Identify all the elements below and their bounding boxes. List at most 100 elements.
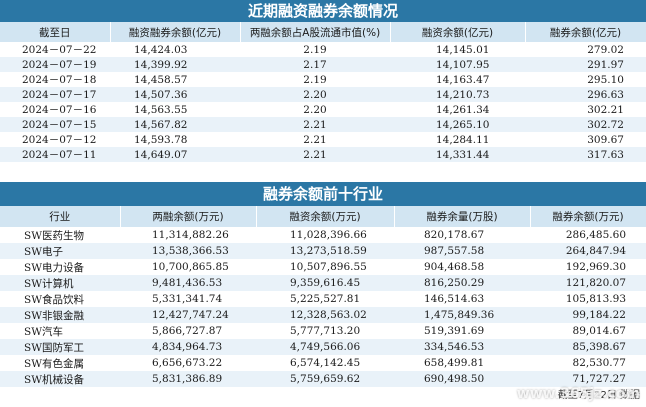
table-cell: 146,514.63 xyxy=(394,291,530,307)
table-cell: 5,777,713.20 xyxy=(256,323,394,339)
table-cell: 302.72 xyxy=(525,117,646,132)
table-cell: 14,107.95 xyxy=(390,57,525,72)
table-cell: 14,261.34 xyxy=(390,102,525,117)
table-cell: 2024－07－19 xyxy=(0,57,110,72)
section-title-margin-balance: 近期融资融券余额情况 xyxy=(0,0,646,22)
table-cell: SW非银金融 xyxy=(0,307,120,323)
table-cell: 105,813.93 xyxy=(530,291,646,307)
table-cell: 2024－07－17 xyxy=(0,87,110,102)
table-row: SW有色金属 6,656,673.22 6,574,142.45 658,499.81… xyxy=(0,355,646,371)
table-cell: 2.20 xyxy=(240,87,390,102)
table-cell: 291.97 xyxy=(525,57,646,72)
table-cell: 121,820.07 xyxy=(530,275,646,291)
table-cell: 12,427,747.24 xyxy=(120,307,256,323)
table-cell: 6,656,673.22 xyxy=(120,355,256,371)
table-cell: 71,727.27 xyxy=(530,371,646,387)
table-cell: SW医药生物 xyxy=(0,227,120,243)
table-cell: SW有色金属 xyxy=(0,355,120,371)
table-cell: 14,145.01 xyxy=(390,42,525,57)
table-cell: 14,424.03 xyxy=(110,42,240,57)
table-cell: 5,225,527.81 xyxy=(256,291,394,307)
column-header: 截至日 xyxy=(0,22,111,42)
table-cell: 2.21 xyxy=(240,147,390,162)
table-row: 2024－07－18 14,458.57 2.19 14,163.47 295.10 xyxy=(0,72,646,87)
table-cell: 2.19 xyxy=(240,42,390,57)
table-header-row: 行业 两融余额(万元) 融资余额(万元) 融券余量(万股) 融券余额(万元) xyxy=(0,206,646,227)
table-cell: 2.17 xyxy=(240,57,390,72)
table-cell: SW食品饮料 xyxy=(0,291,120,307)
data-source-note: 截至7月22日 数据 xyxy=(557,390,640,401)
margin-balance-table: 截至日 融资融券余额(亿元) 两融余额占A股流通市值(%) 融资余额(亿元) 融券余额(… xyxy=(0,22,646,162)
table-cell: 14,649.07 xyxy=(110,147,240,162)
table-cell: SW电子 xyxy=(0,243,120,259)
table-cell: 279.02 xyxy=(525,42,646,57)
table-cell: 10,700,865.85 xyxy=(120,259,256,275)
table-cell: 14,163.47 xyxy=(390,72,525,87)
table-cell: 5,866,727.87 xyxy=(120,323,256,339)
table-row: SW医药生物 11,314,882.26 11,028,396.66 820,178.… xyxy=(0,227,646,243)
table-cell: 4,749,566.06 xyxy=(256,339,394,355)
table-cell: 309.67 xyxy=(525,132,646,147)
table-row: 2024－07－11 14,649.07 2.21 14,331.44 317.63 xyxy=(0,147,646,162)
table-row: 2024－07－19 14,399.92 2.17 14,107.95 291.97 xyxy=(0,57,646,72)
table-cell: 14,331.44 xyxy=(390,147,525,162)
table-cell: 904,468.58 xyxy=(394,259,530,275)
table-cell: 13,273,518.59 xyxy=(256,243,394,259)
table-cell: 14,210.73 xyxy=(390,87,525,102)
table-cell: 2.20 xyxy=(240,102,390,117)
column-header: 融资余额(万元) xyxy=(256,206,395,227)
table-cell: 14,265.10 xyxy=(390,117,525,132)
table-cell: 4,834,964.73 xyxy=(120,339,256,355)
table-header-row: 截至日 融资融券余额(亿元) 两融余额占A股流通市值(%) 融资余额(亿元) 融券余额(… xyxy=(0,22,646,42)
table-cell: 519,391.69 xyxy=(394,323,530,339)
table-cell: 286,485.60 xyxy=(530,227,646,243)
table-row: SW电力设备 10,700,865.85 10,507,896.55 904,468.… xyxy=(0,259,646,275)
table-row: SW非银金融 12,427,747.24 12,328,563.02 1,475,84… xyxy=(0,307,646,323)
table-row: 2024－07－15 14,567.82 2.21 14,265.10 302.72 xyxy=(0,117,646,132)
table-cell: 296.63 xyxy=(525,87,646,102)
table-cell: 82,530.77 xyxy=(530,355,646,371)
table-cell: 5,331,341.74 xyxy=(120,291,256,307)
table-cell: 302.21 xyxy=(525,102,646,117)
table-cell: 690,498.50 xyxy=(394,371,530,387)
table-cell: 5,831,386.89 xyxy=(120,371,256,387)
table-cell: SW汽车 xyxy=(0,323,120,339)
site-watermark: www.365jz.com xyxy=(516,386,640,402)
table-cell: 89,014.67 xyxy=(530,323,646,339)
table-row: 2024－07－12 14,593.78 2.21 14,284.11 309.67 xyxy=(0,132,646,147)
table-cell: 2024－07－15 xyxy=(0,117,110,132)
table-row: SW食品饮料 5,331,341.74 5,225,527.81 146,514.63… xyxy=(0,291,646,307)
table-cell: SW机械设备 xyxy=(0,371,120,387)
table-cell: 10,507,896.55 xyxy=(256,259,394,275)
table-row: SW国防军工 4,834,964.73 4,749,566.06 334,546.53… xyxy=(0,339,646,355)
table-cell: 14,458.57 xyxy=(110,72,240,87)
table-cell: 14,284.11 xyxy=(390,132,525,147)
column-header: 融资融券余额(亿元) xyxy=(110,22,241,42)
table-cell: 9,359,616.45 xyxy=(256,275,394,291)
top-industries-table: 行业 两融余额(万元) 融资余额(万元) 融券余量(万股) 融券余额(万元) SW医药生… xyxy=(0,206,646,387)
table-cell: 5,759,659.62 xyxy=(256,371,394,387)
section-title-top-industries: 融券余额前十行业 xyxy=(0,182,646,206)
table-cell: 9,481,436.53 xyxy=(120,275,256,291)
table-cell: 13,538,366.53 xyxy=(120,243,256,259)
table-row: SW电子 13,538,366.53 13,273,518.59 987,557.58… xyxy=(0,243,646,259)
table-row: 2024－07－22 14,424.03 2.19 14,145.01 279.02 xyxy=(0,42,646,57)
table-cell: 2024－07－11 xyxy=(0,147,110,162)
table-cell: 2024－07－22 xyxy=(0,42,110,57)
table-cell: 820,178.67 xyxy=(394,227,530,243)
table-cell: 2.21 xyxy=(240,132,390,147)
column-header: 两融余额(万元) xyxy=(120,206,257,227)
table-cell: 14,507.36 xyxy=(110,87,240,102)
table-row: SW机械设备 5,831,386.89 5,759,659.62 690,498.50… xyxy=(0,371,646,387)
table-row: SW汽车 5,866,727.87 5,777,713.20 519,391.69 89… xyxy=(0,323,646,339)
table-cell: 11,028,396.66 xyxy=(256,227,394,243)
table-cell: 295.10 xyxy=(525,72,646,87)
table-cell: 264,847.94 xyxy=(530,243,646,259)
table-cell: 99,184.22 xyxy=(530,307,646,323)
table-cell: 987,557.58 xyxy=(394,243,530,259)
table-cell: 816,250.29 xyxy=(394,275,530,291)
table-cell: 6,574,142.45 xyxy=(256,355,394,371)
table-cell: 2.21 xyxy=(240,117,390,132)
table-cell: 1,475,849.36 xyxy=(394,307,530,323)
table-cell: 2024－07－16 xyxy=(0,102,110,117)
